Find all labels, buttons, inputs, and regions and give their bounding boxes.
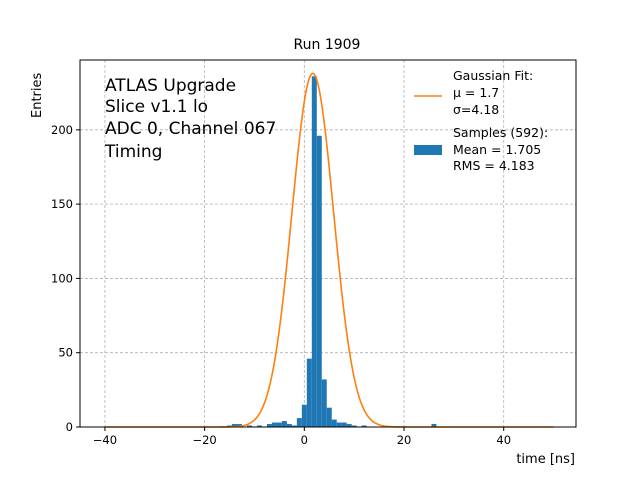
histogram-bar: [232, 424, 238, 427]
histogram-bar: [431, 424, 437, 427]
y-tick-label: 100: [51, 271, 73, 285]
plot-frame: [79, 59, 577, 428]
grid-layer: [80, 60, 576, 428]
x-tick-label: 40: [496, 433, 511, 447]
axis-ticks: −40 −20 0 20 40 0 50 100 150 200: [51, 123, 511, 447]
histogram-bar: [336, 422, 342, 427]
histogram-bar: [296, 418, 302, 427]
y-axis-label: Entries: [30, 72, 45, 118]
histogram-bar: [301, 404, 307, 427]
histogram-bar: [286, 424, 292, 427]
x-tick-label: 0: [301, 433, 308, 447]
histogram-bar: [326, 407, 332, 427]
histogram-bar: [331, 419, 337, 427]
annotation-block: ATLAS Upgrade Slice v1.1 lo ADC 0, Chann…: [104, 76, 276, 162]
histogram-bar: [306, 358, 312, 427]
y-tick-label: 0: [66, 420, 73, 434]
histogram-bar: [316, 135, 322, 427]
histogram-bar: [361, 425, 367, 427]
histogram-bar: [276, 422, 282, 427]
histogram-bar: [256, 425, 262, 427]
legend-samples-title: Samples (592):: [453, 125, 548, 140]
annotation-line: ATLAS Upgrade: [105, 76, 236, 96]
histogram-bar: [271, 422, 277, 427]
y-tick-label: 150: [51, 197, 73, 211]
annotation-line: Slice v1.1 lo: [105, 97, 208, 117]
histogram-bar: [281, 421, 287, 427]
histogram-bar: [321, 379, 327, 427]
histogram-bar: [351, 425, 357, 427]
chart-title: Run 1909: [294, 37, 361, 53]
annotation-line: Timing: [104, 142, 162, 162]
annotation-line: ADC 0, Channel 067: [105, 119, 276, 139]
histogram-bar: [346, 424, 352, 427]
histogram-bar: [341, 422, 347, 427]
histogram-bar: [311, 76, 317, 428]
histogram-bar: [266, 424, 272, 427]
legend-fit-sigma: σ=4.18: [453, 102, 499, 117]
histogram-bar: [291, 425, 297, 427]
legend-samples-mean: Mean = 1.705: [453, 142, 541, 157]
legend-fit-title: Gaussian Fit:: [453, 68, 533, 83]
x-axis-label: time [ns]: [516, 452, 575, 467]
histogram-bar: [246, 425, 252, 427]
x-tick-label: −40: [93, 433, 117, 447]
y-tick-label: 50: [58, 346, 73, 360]
histogram-bars: [227, 76, 437, 428]
legend-fit-mu: μ = 1.7: [453, 85, 499, 100]
y-tick-label: 200: [51, 123, 73, 137]
x-tick-label: −20: [192, 433, 216, 447]
x-tick-label: 20: [397, 433, 412, 447]
legend: Gaussian Fit: μ = 1.7 σ=4.18 Samples (59…: [414, 68, 548, 173]
legend-samples-swatch: [414, 145, 442, 155]
legend-samples-rms: RMS = 4.183: [453, 158, 535, 173]
